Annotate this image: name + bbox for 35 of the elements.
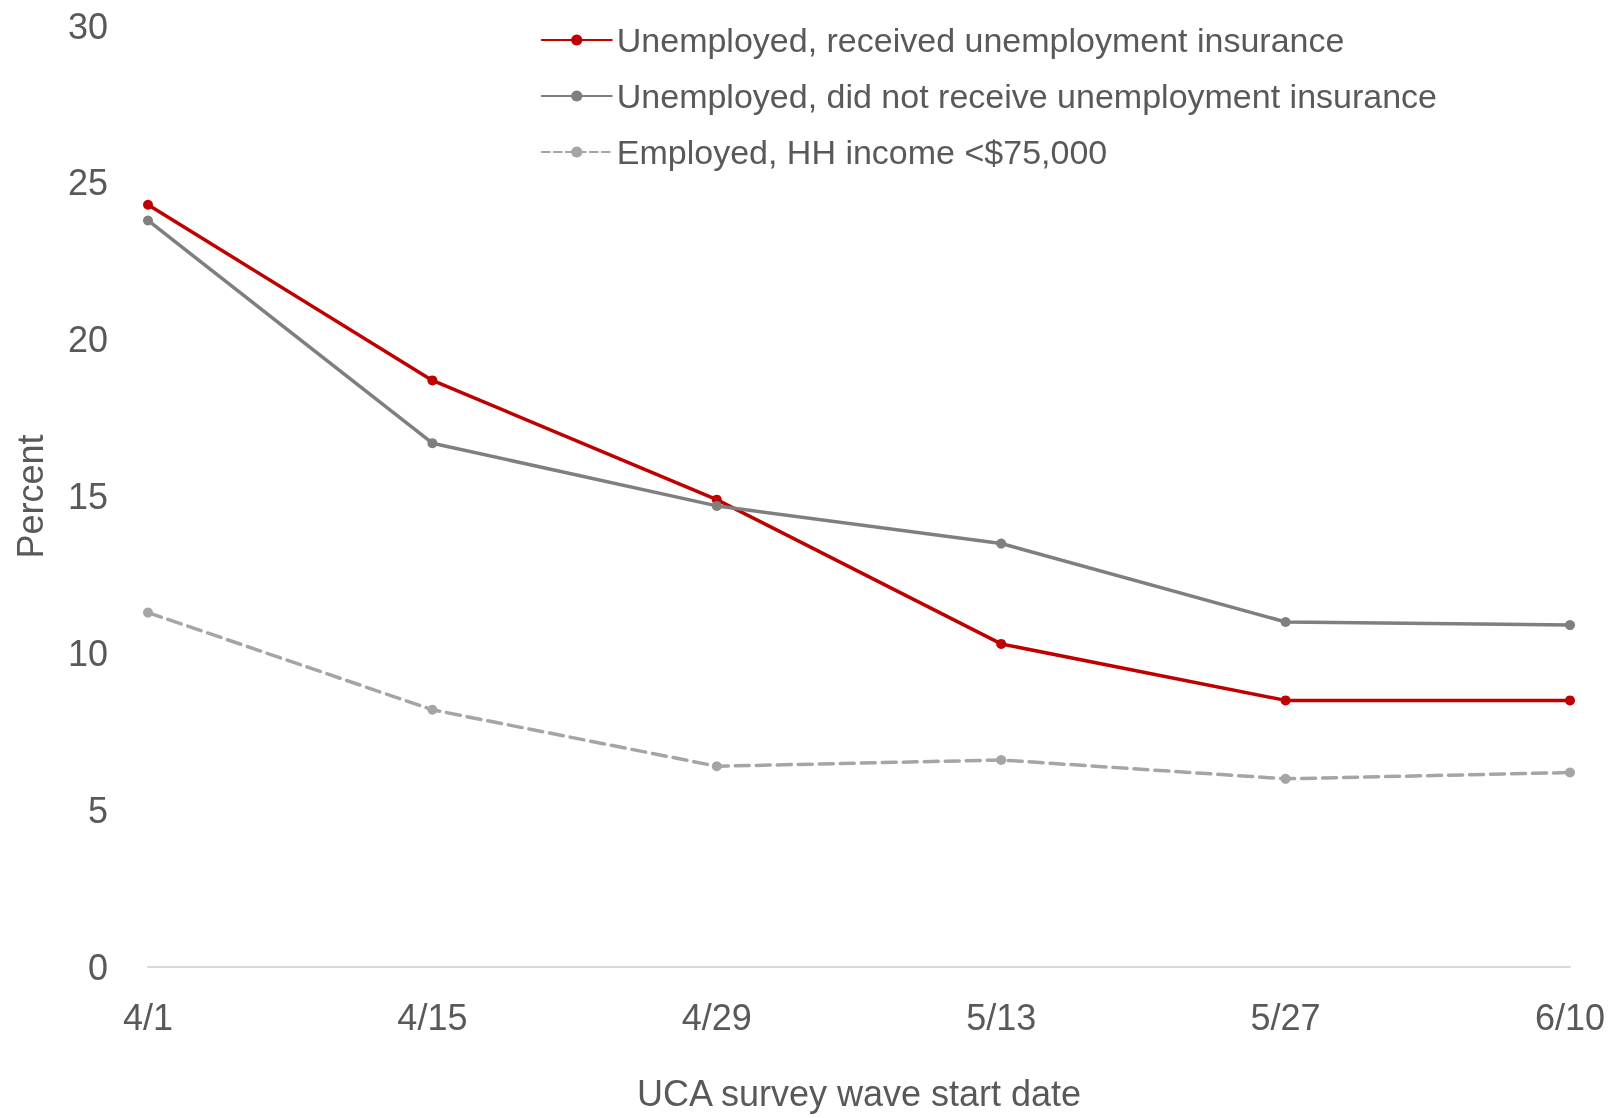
point xyxy=(711,500,722,511)
y-axis-title: Percent xyxy=(9,434,51,559)
x-tick-label: 4/1 xyxy=(122,996,174,1038)
y-tick-label: 10 xyxy=(67,632,108,674)
x-tick-label: 4/29 xyxy=(681,996,752,1038)
y-tick-label: 25 xyxy=(67,162,108,204)
point xyxy=(143,215,153,226)
y-tick-label: 30 xyxy=(67,5,108,47)
point xyxy=(1565,695,1575,706)
point xyxy=(1280,616,1291,627)
point xyxy=(143,199,153,210)
point xyxy=(143,607,153,618)
y-tick-label: 5 xyxy=(87,789,108,831)
point xyxy=(427,438,438,449)
legend-label: Employed, HH income <$75,000 xyxy=(616,133,1108,171)
point xyxy=(996,754,1007,765)
x-tick-label: 5/27 xyxy=(1250,996,1321,1038)
x-tick-label: 6/10 xyxy=(1534,996,1606,1038)
y-tick-label: 0 xyxy=(87,946,108,988)
point xyxy=(1280,773,1291,784)
y-tick-label: 15 xyxy=(67,476,108,517)
point xyxy=(996,638,1007,649)
point xyxy=(711,761,722,772)
point xyxy=(1565,767,1575,778)
point xyxy=(1280,695,1291,706)
point xyxy=(1565,620,1575,631)
point xyxy=(427,375,438,386)
x-axis-title: UCA survey wave start date xyxy=(636,1072,1082,1114)
legend-label: Unemployed, received unemployment insurance xyxy=(616,21,1345,59)
point xyxy=(996,538,1007,549)
point xyxy=(427,704,438,715)
y-tick-label: 20 xyxy=(67,319,108,361)
x-tick-label: 5/13 xyxy=(966,996,1037,1038)
x-tick-label: 4/15 xyxy=(397,996,468,1038)
legend-label: Unemployed, did not receive unemployment insurance xyxy=(616,77,1437,115)
